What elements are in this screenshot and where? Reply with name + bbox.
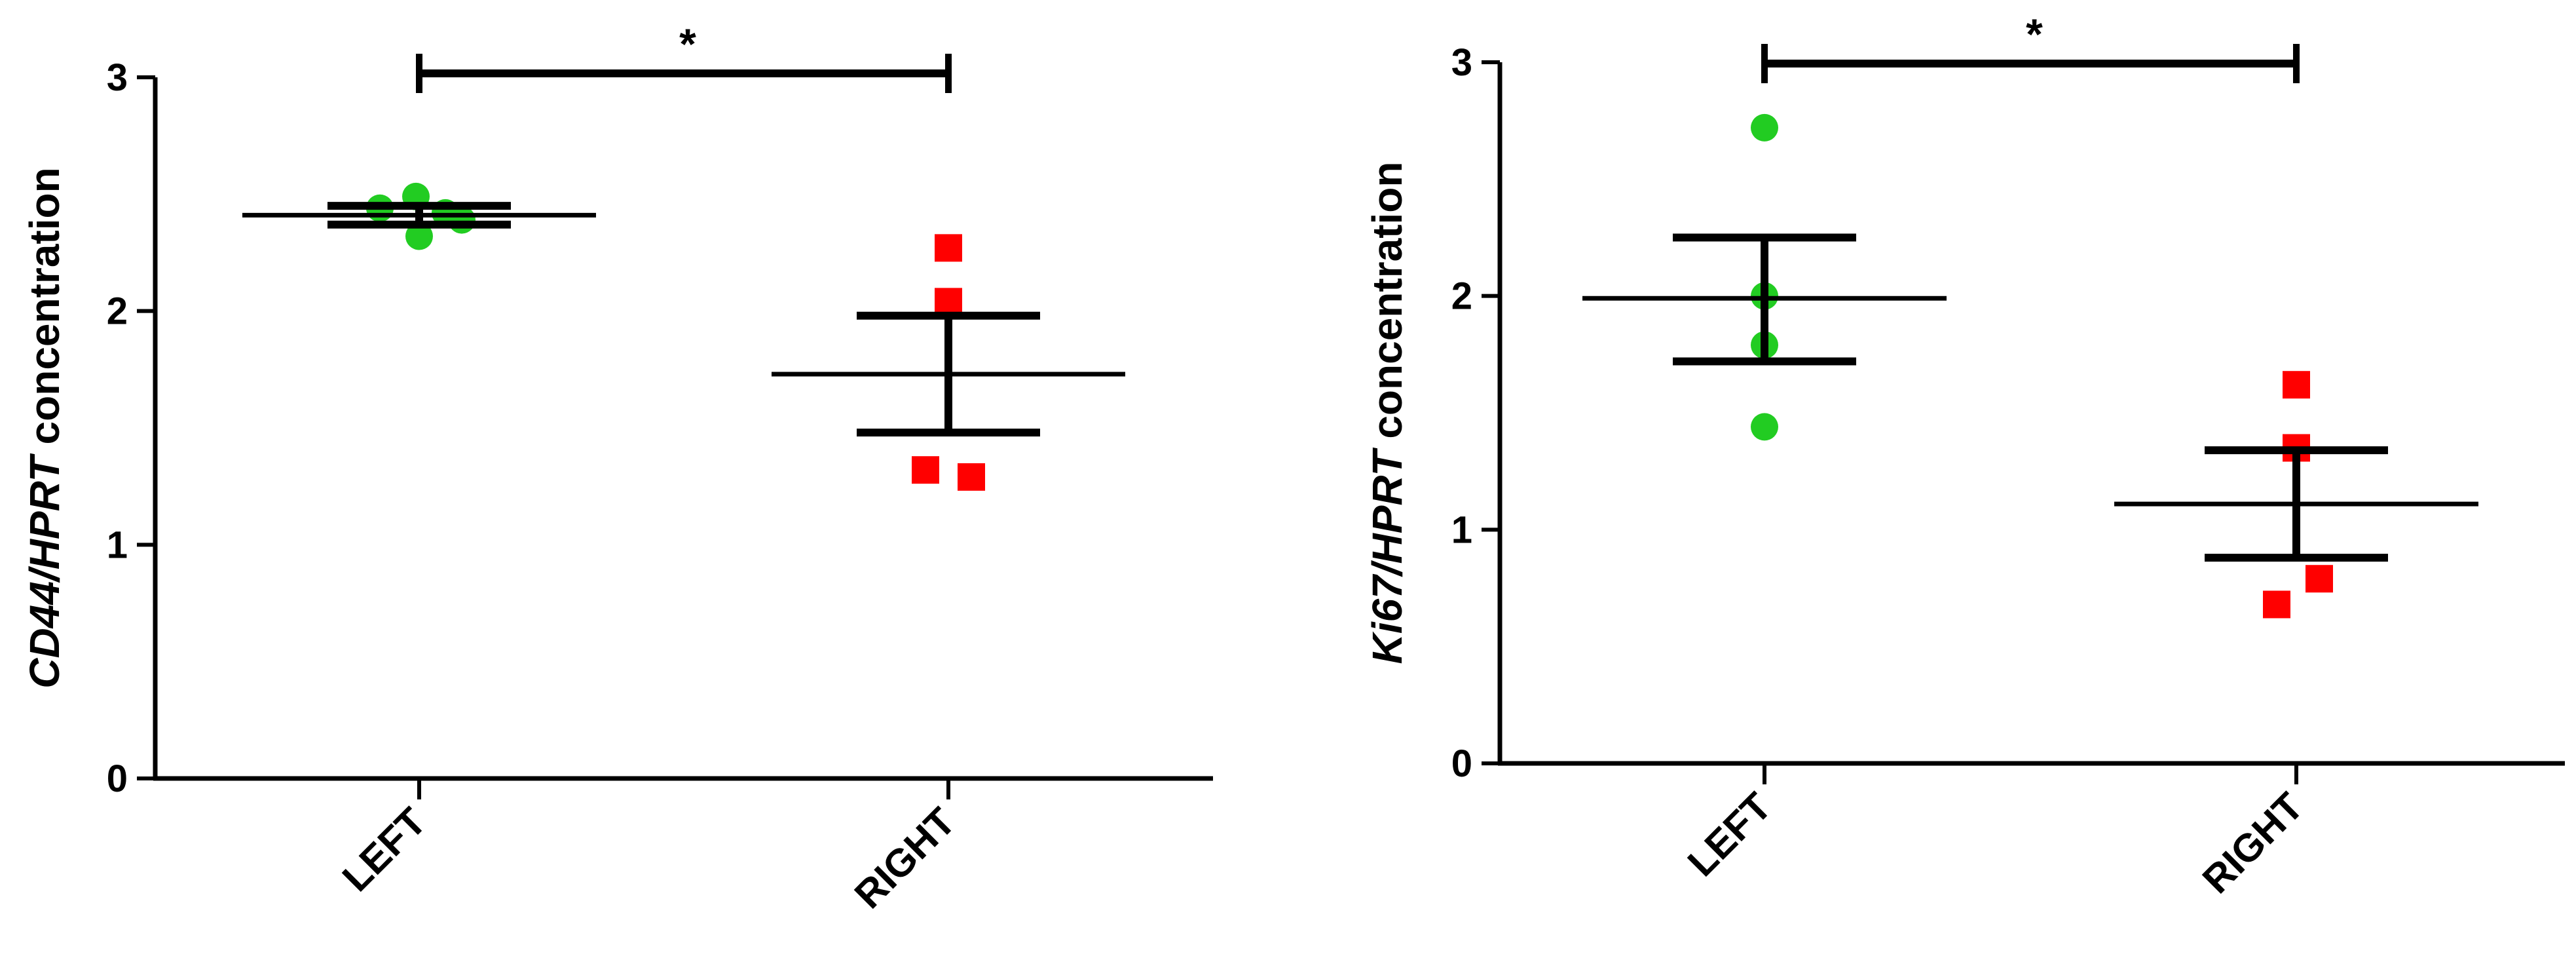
y-tick-label: 1 [107,524,128,566]
y-tick-label: 3 [1451,41,1472,84]
y-axis-label: CD44/HPRT concentration [21,167,68,688]
y-axis-label-unit: concentration [21,167,68,456]
significance-star: * [679,20,696,68]
y-axis-label-gene: Ki67/HPRT [1364,448,1411,664]
data-point [1751,113,1778,142]
data-point [2305,565,2333,593]
x-tick-label-left: LEFT [1679,784,1780,885]
significance-star: * [2026,10,2043,58]
data-point [912,456,939,484]
y-tick-label: 3 [107,56,128,99]
data-point [935,234,962,262]
x-tick-label-left: LEFT [334,799,434,900]
y-axis-label-unit: concentration [1364,162,1411,451]
data-point [1751,413,1778,441]
y-tick-label: 0 [107,757,128,800]
y-axis-label: Ki67/HPRT concentration [1364,162,1411,664]
x-tick-label-right: RIGHT [846,799,963,917]
data-point [2283,371,2310,399]
data-point [405,222,433,250]
y-tick-label: 0 [1451,742,1472,785]
y-tick-label: 2 [1451,275,1472,318]
y-tick-label: 2 [107,290,128,333]
y-tick-label: 1 [1451,508,1472,551]
x-tick-label-right: RIGHT [2194,784,2311,902]
data-point [448,206,476,234]
chart-2: 0 1 2 3 LEFT RIGHT Ki67/HPRT concentration * [1364,10,2565,902]
data-point [2263,590,2290,619]
data-point [958,463,985,491]
data-point [935,288,962,316]
y-axis-label-gene: CD44/HPRT [21,453,68,688]
chart-1: 0 1 2 3 LEFT RIGHT CD44/HPRT concentration * [21,20,1213,917]
